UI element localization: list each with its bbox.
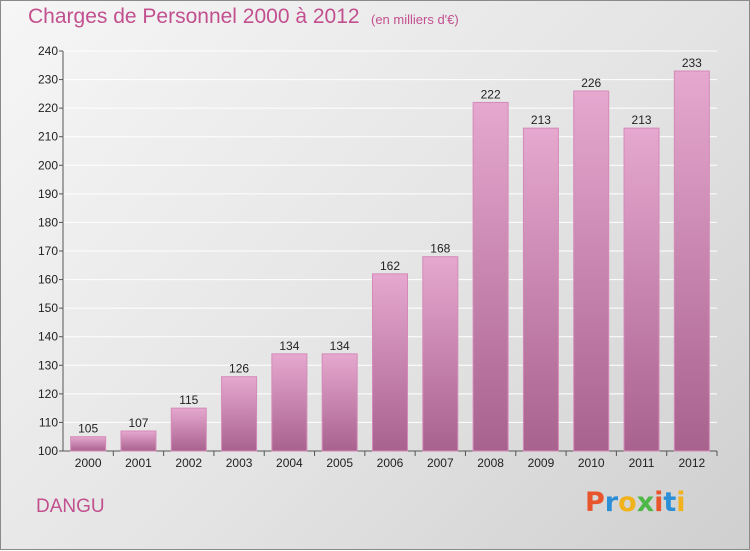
x-tick-label: 2004 [276,456,303,470]
chart-title: Charges de Personnel 2000 à 2012 [28,5,360,28]
logo-letter: t [663,487,677,518]
bar-value-label: 105 [78,422,98,436]
bar-value-label: 115 [179,393,198,407]
x-tick-label: 2007 [427,456,454,470]
logo-letter: r [604,487,619,518]
chart-unit: (en milliers d'€) [371,12,459,27]
x-tick-label: 2008 [477,456,504,470]
y-tick-label: 190 [38,187,58,201]
logo-letter: P [585,487,605,518]
bar-value-label: 213 [531,113,551,127]
x-tick-label: 2002 [175,456,202,470]
bar-value-label: 168 [430,242,450,256]
bar [573,90,610,452]
y-tick-label: 160 [38,273,58,287]
bar [623,127,660,452]
bar [422,256,459,452]
x-tick-label: 2000 [75,456,102,470]
y-tick-label: 150 [38,301,58,315]
bar [472,101,509,452]
y-tick-label: 110 [39,415,58,429]
y-tick-label: 240 [38,44,58,58]
y-tick-label: 200 [38,158,58,172]
y-tick-label: 180 [38,215,58,229]
y-tick-label: 140 [38,330,58,344]
bar [170,407,207,452]
x-tick-label: 2005 [326,456,353,470]
bar-value-label: 134 [330,339,350,353]
bar-value-label: 226 [581,76,601,90]
x-tick-label: 2010 [578,456,605,470]
bar [271,353,308,452]
bar-value-label: 107 [128,416,148,430]
bar-value-label: 126 [229,362,249,376]
y-tick-label: 170 [38,244,58,258]
y-tick-label: 220 [38,101,58,115]
bar-value-label: 233 [682,56,702,70]
bar [673,70,710,452]
bar [372,273,408,452]
logo-letter: x [636,487,655,518]
bar-value-label: 134 [279,339,299,353]
bar [70,436,107,452]
bar-value-label: 222 [481,87,501,101]
x-tick-label: 2001 [125,456,152,470]
commune-name: DANGU [36,496,105,517]
y-tick-label: 100 [38,444,58,458]
x-tick-label: 2003 [226,456,253,470]
bar [321,353,358,452]
logo-letter: i [654,487,664,518]
x-tick-label: 2009 [528,456,555,470]
bar [522,127,559,452]
proxiti-logo: Proxiti [585,487,686,518]
y-tick-label: 210 [38,130,58,144]
logo-letter: o [618,487,637,518]
bar [120,430,157,452]
y-tick-label: 120 [38,387,58,401]
x-tick-label: 2012 [678,456,705,470]
y-tick-label: 230 [38,73,58,87]
x-tick-label: 2011 [629,456,655,470]
bar-value-label: 162 [380,259,400,273]
logo-letter: i [676,487,686,518]
bar [221,376,258,452]
x-tick-label: 2006 [377,456,404,470]
bar-value-label: 213 [632,113,652,127]
y-tick-label: 130 [38,358,58,372]
